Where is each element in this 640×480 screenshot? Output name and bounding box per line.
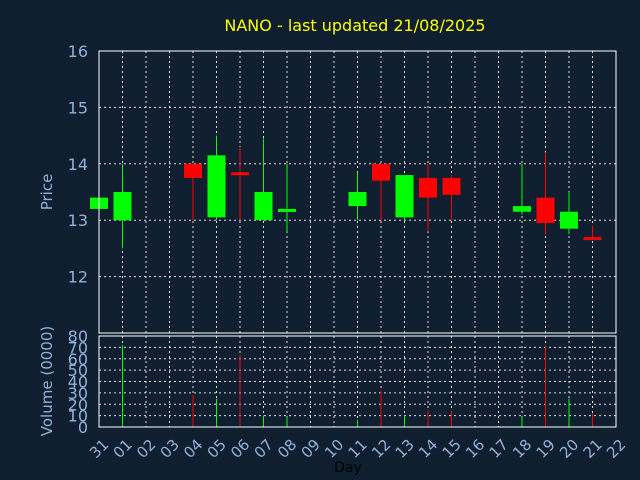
x-tick-label: 18 [509,436,535,462]
volume-tick-label: 80 [68,327,88,346]
volume-tick-label: 30 [68,384,88,403]
x-tick-label: 20 [556,436,582,462]
price-tick-label: 12 [68,268,88,287]
candle-body [560,211,578,229]
price-tick-label: 15 [68,98,88,117]
x-tick-label: 16 [462,436,488,462]
x-tick-label: 17 [486,436,512,462]
x-tick-label: 03 [157,436,183,462]
x-tick-label: 01 [110,436,136,462]
volume-panel-frame [98,335,617,428]
price-tick-label: 14 [68,155,88,174]
x-tick-label: 15 [439,436,465,462]
x-tick-label: 12 [368,436,394,462]
x-tick-label: 02 [133,436,159,462]
volume-tick-label: 40 [68,373,88,392]
x-tick-label: 11 [345,436,371,462]
price-axis-label: Price [38,174,56,211]
x-tick-label: 13 [392,436,418,462]
x-tick-label: 06 [227,436,253,462]
volume-tick-label: 60 [68,350,88,369]
x-tick-label: 09 [298,436,324,462]
candle-body [372,163,390,181]
candle-body [231,172,249,176]
x-tick-label: 14 [415,436,441,462]
x-tick-label: 31 [86,436,112,462]
x-tick-label: 19 [533,436,559,462]
x-tick-label: 07 [251,436,277,462]
volume-tick-label: 50 [68,361,88,380]
candle-body [113,192,132,221]
volume-tick-label: 0 [78,418,88,437]
candle-body [442,177,461,195]
candle-body [419,177,437,198]
price-tick-label: 13 [68,211,88,230]
x-tick-label: 22 [603,436,629,462]
candle-body [207,155,226,218]
x-tick-label: 08 [274,436,300,462]
price-panel-frame [98,50,617,334]
candle-body [254,192,273,221]
x-tick-label: 04 [180,436,206,462]
x-axis-label: Day [334,460,362,476]
price-tick-label: 16 [68,42,88,61]
candle-body [348,192,367,207]
volume-tick-label: 10 [68,407,88,426]
volume-axis-label: Volume (0000) [38,326,56,436]
candle-body [184,163,202,178]
candle-body [395,175,414,218]
x-tick-label: 05 [204,436,230,462]
candle-body [513,206,531,212]
x-tick-label: 21 [580,436,606,462]
volume-tick-label: 20 [68,395,88,414]
candle-body [536,197,555,224]
candle-body [278,208,296,212]
volume-tick-label: 70 [68,338,88,357]
x-tick-label: 10 [321,436,347,462]
chart-title: NANO - last updated 21/08/2025 [224,16,485,35]
candle-body [583,237,602,241]
